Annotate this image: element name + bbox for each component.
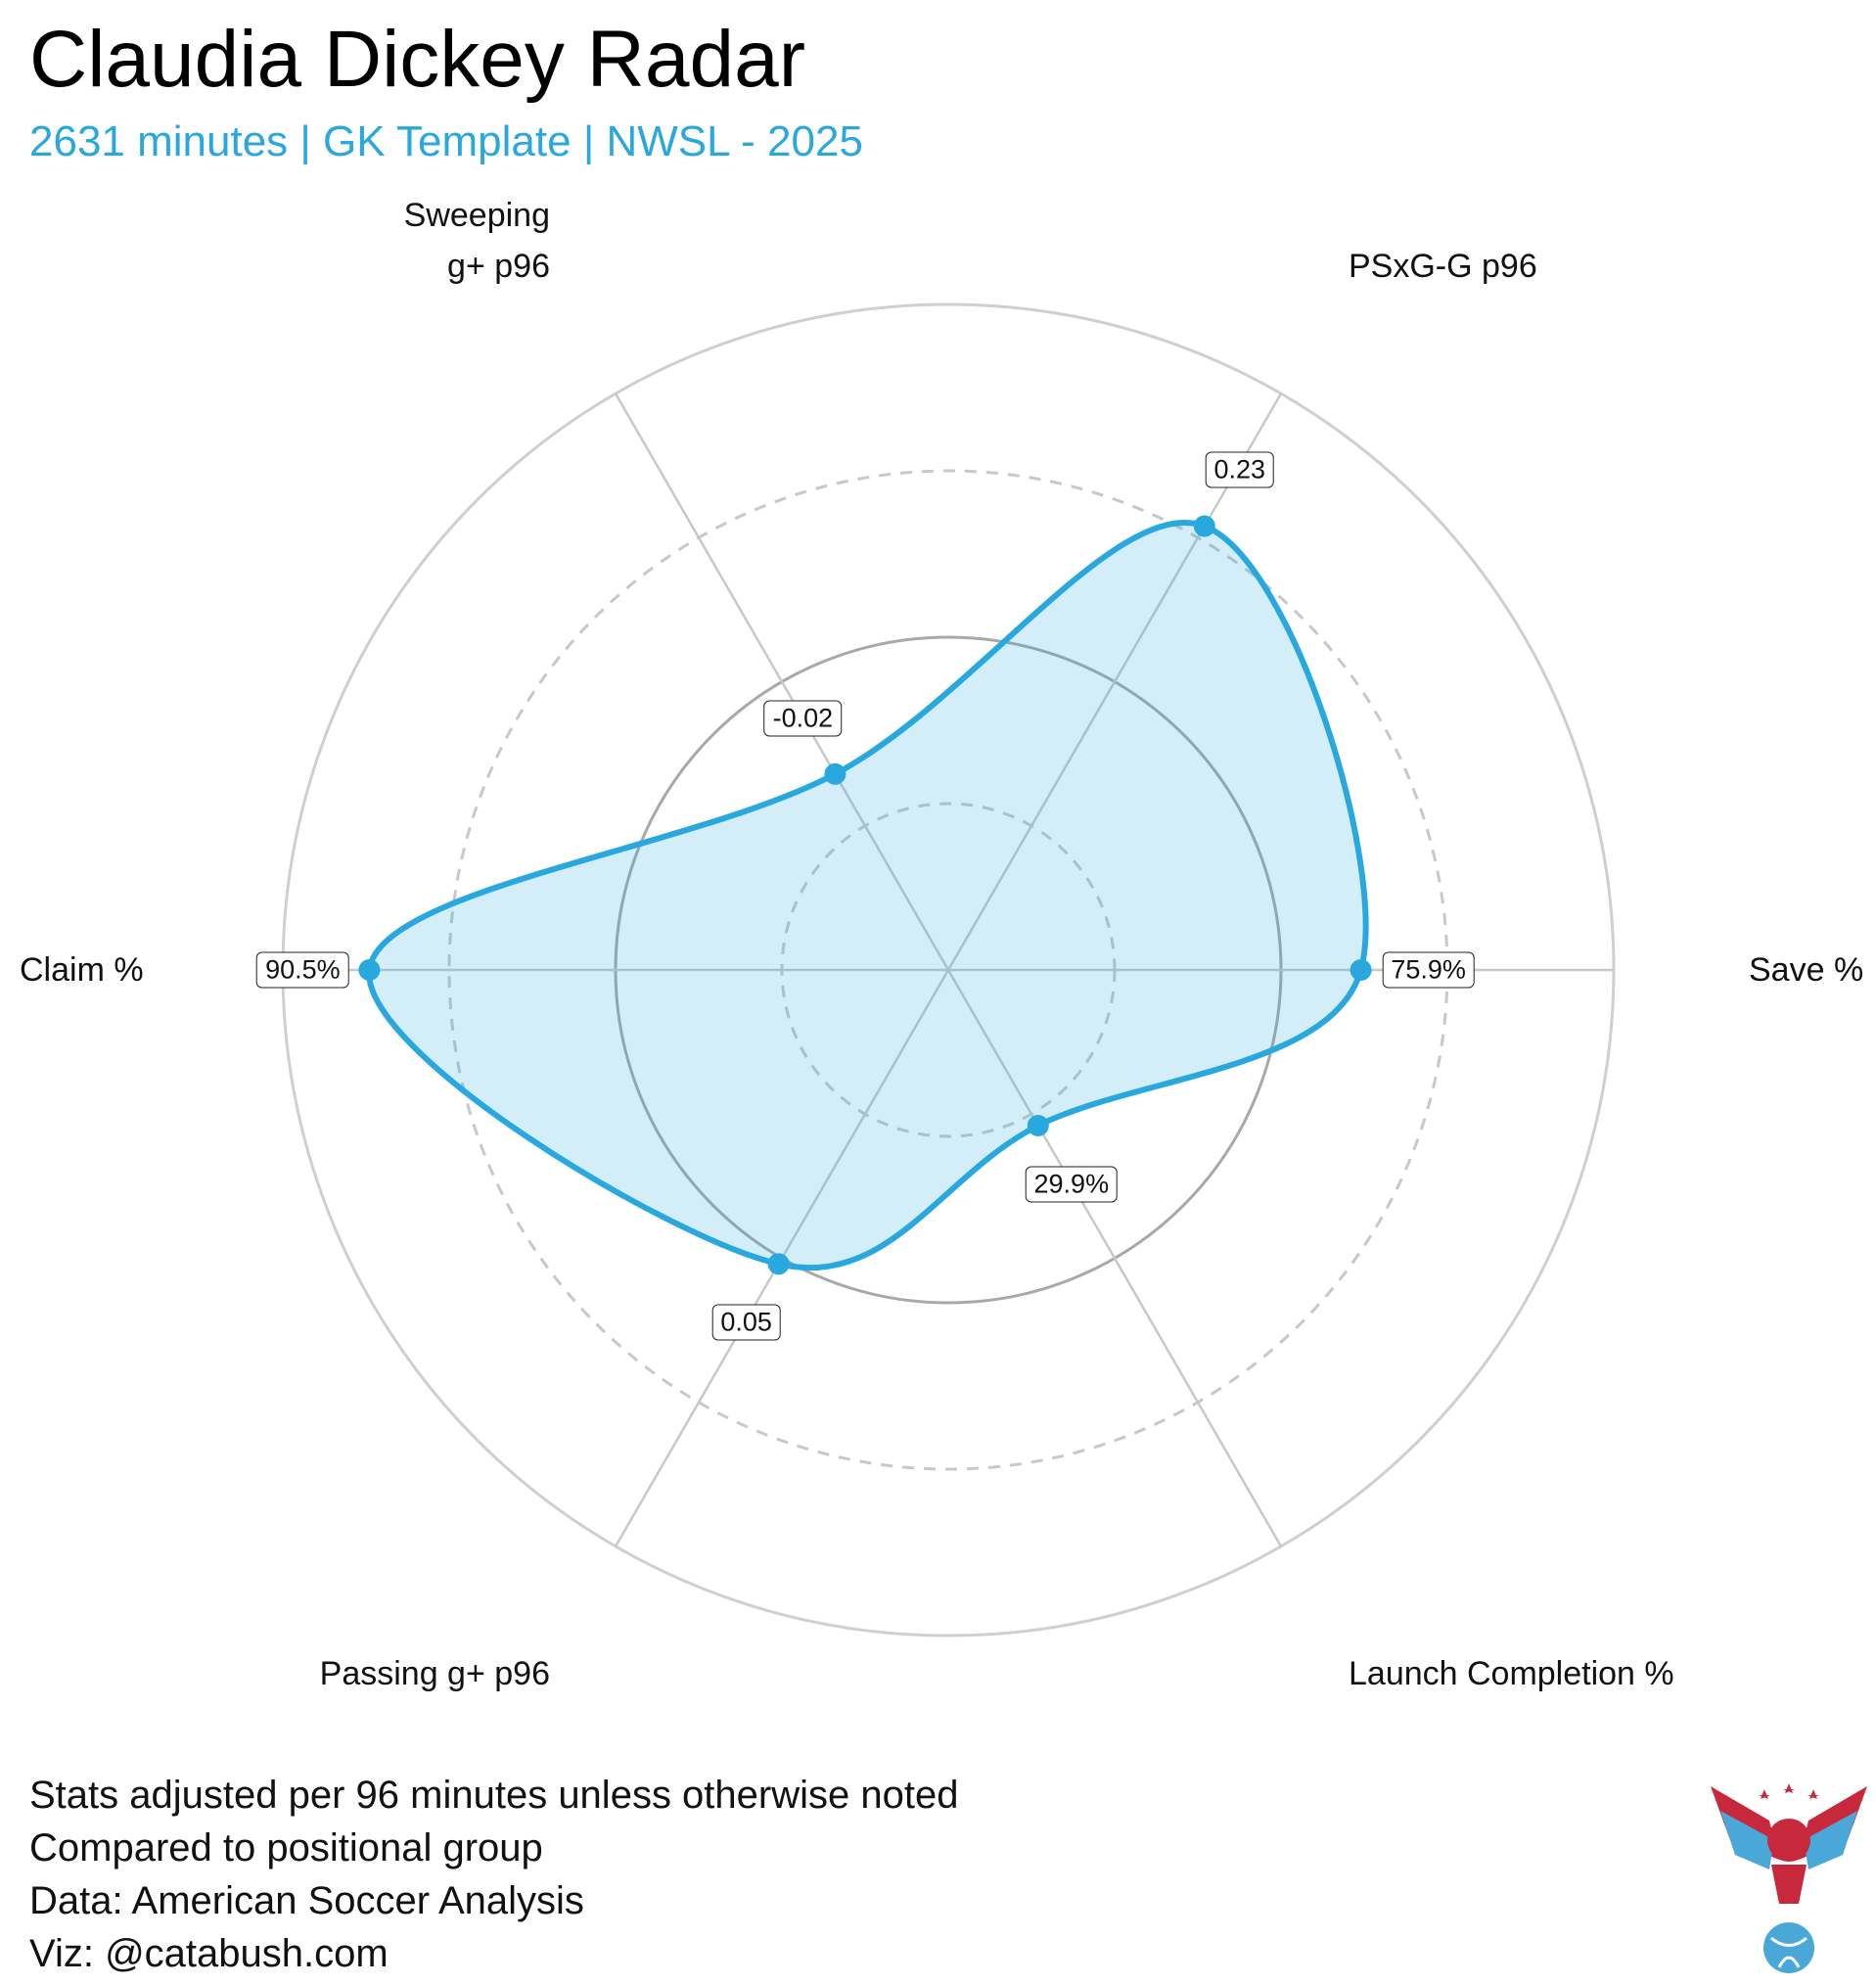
- axis-label: Passing g+ p96: [319, 1655, 550, 1692]
- radar-point: [1350, 959, 1372, 981]
- axis-label: Sweeping g+ p96: [403, 197, 550, 285]
- value-label: 0.05: [711, 1304, 781, 1341]
- value-label: -0.02: [763, 700, 843, 737]
- footnote: Data: American Soccer Analysis: [29, 1879, 584, 1922]
- radar-point: [824, 762, 846, 785]
- value-label: 0.23: [1205, 451, 1275, 488]
- axis-label: Save %: [1749, 951, 1864, 989]
- axis-label: Claim %: [20, 951, 144, 989]
- radar-point: [1193, 515, 1215, 537]
- radar-point: [1027, 1115, 1049, 1137]
- axis-label: Launch Completion %: [1349, 1655, 1674, 1692]
- spoke: [946, 392, 1283, 971]
- value-label: 90.5%: [256, 951, 349, 989]
- footnote: Stats adjusted per 96 minutes unless oth…: [29, 1774, 959, 1817]
- radar-point: [767, 1253, 790, 1275]
- radar-area: [366, 520, 1369, 1271]
- spoke: [614, 392, 950, 971]
- chart-title: Claudia Dickey Radar: [29, 15, 806, 104]
- value-label: 29.9%: [1025, 1166, 1119, 1203]
- radar-point: [358, 959, 381, 981]
- footnote: Compared to positional group: [29, 1826, 543, 1870]
- chart-subtitle: 2631 minutes | GK Template | NWSL - 2025: [29, 117, 863, 165]
- footnote: Viz: @catabush.com: [29, 1932, 389, 1975]
- spoke: [946, 969, 1283, 1547]
- logo: [1711, 1783, 1867, 1973]
- value-label: 75.9%: [1382, 951, 1475, 989]
- axis-label: PSxG-G p96: [1349, 248, 1537, 285]
